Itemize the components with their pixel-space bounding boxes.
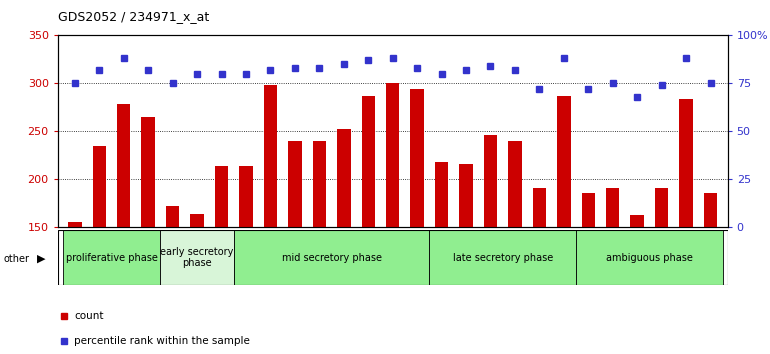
- Bar: [356, 35, 380, 227]
- Text: ambiguous phase: ambiguous phase: [606, 252, 693, 263]
- Bar: [674, 35, 698, 227]
- Bar: [136, 35, 160, 227]
- Bar: [508, 141, 521, 354]
- Bar: [92, 146, 106, 354]
- Bar: [704, 193, 718, 354]
- Bar: [288, 141, 302, 354]
- Bar: [87, 35, 112, 227]
- Bar: [190, 214, 204, 354]
- Bar: [576, 230, 723, 285]
- Bar: [142, 116, 155, 354]
- Text: late secretory phase: late secretory phase: [453, 252, 553, 263]
- Bar: [68, 222, 82, 354]
- Bar: [581, 193, 595, 354]
- Bar: [405, 35, 430, 227]
- Bar: [209, 35, 234, 227]
- Bar: [160, 35, 185, 227]
- Bar: [460, 164, 473, 354]
- Bar: [557, 96, 571, 354]
- Bar: [234, 35, 258, 227]
- Bar: [503, 35, 527, 227]
- Bar: [655, 188, 668, 354]
- Bar: [527, 35, 551, 227]
- Bar: [478, 35, 503, 227]
- Bar: [160, 230, 234, 285]
- Text: other: other: [4, 254, 30, 264]
- Bar: [62, 35, 87, 227]
- Text: mid secretory phase: mid secretory phase: [282, 252, 382, 263]
- Text: ▶: ▶: [37, 254, 45, 264]
- Bar: [484, 135, 497, 354]
- Bar: [386, 83, 400, 354]
- Bar: [631, 215, 644, 354]
- Bar: [239, 166, 253, 354]
- Bar: [533, 188, 546, 354]
- Bar: [258, 35, 283, 227]
- Bar: [649, 35, 674, 227]
- Bar: [380, 35, 405, 227]
- Bar: [625, 35, 649, 227]
- Bar: [264, 85, 277, 354]
- Text: percentile rank within the sample: percentile rank within the sample: [75, 336, 250, 346]
- Bar: [679, 99, 693, 354]
- Bar: [601, 35, 625, 227]
- Bar: [166, 206, 179, 354]
- Bar: [62, 230, 160, 285]
- Bar: [430, 230, 576, 285]
- Bar: [698, 35, 723, 227]
- Bar: [283, 35, 307, 227]
- Bar: [362, 96, 375, 354]
- Bar: [435, 161, 448, 354]
- Text: early secretory
phase: early secretory phase: [160, 247, 234, 268]
- Bar: [185, 35, 209, 227]
- Bar: [430, 35, 454, 227]
- Bar: [337, 129, 350, 354]
- Text: proliferative phase: proliferative phase: [65, 252, 158, 263]
- Bar: [313, 141, 326, 354]
- Text: count: count: [75, 311, 104, 321]
- Bar: [410, 89, 424, 354]
- Bar: [112, 35, 136, 227]
- Bar: [551, 35, 576, 227]
- Text: GDS2052 / 234971_x_at: GDS2052 / 234971_x_at: [58, 10, 209, 23]
- Bar: [307, 35, 332, 227]
- Bar: [454, 35, 478, 227]
- Bar: [576, 35, 601, 227]
- Bar: [606, 188, 619, 354]
- Bar: [332, 35, 356, 227]
- Bar: [234, 230, 430, 285]
- Bar: [215, 166, 228, 354]
- Bar: [117, 104, 130, 354]
